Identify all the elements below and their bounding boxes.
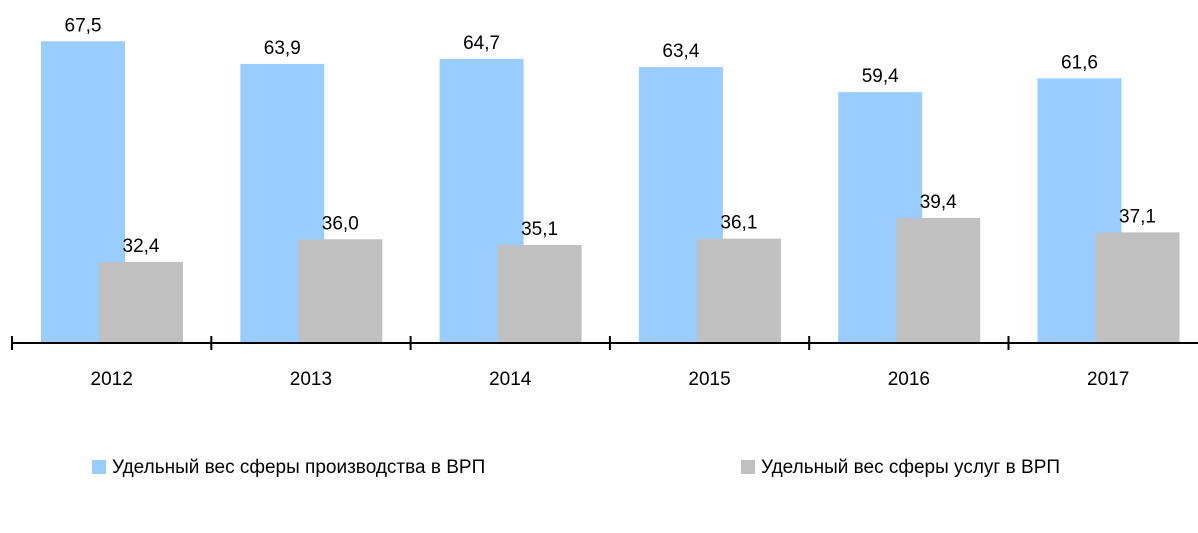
legend-label: Удельный вес сферы услуг в ВРП <box>761 457 1060 478</box>
bar <box>99 261 183 343</box>
x-tick-label: 2012 <box>91 369 133 390</box>
data-label: 61,6 <box>1061 52 1098 73</box>
x-tick-label: 2014 <box>489 369 532 390</box>
legend-swatch <box>741 460 755 474</box>
data-label: 64,7 <box>463 33 500 54</box>
x-tick-label: 2015 <box>688 369 730 390</box>
data-label: 32,4 <box>123 236 160 257</box>
bar <box>896 217 981 343</box>
bar <box>497 244 582 343</box>
data-label: 35,1 <box>521 219 558 240</box>
x-tick-label: 2017 <box>1087 369 1129 390</box>
bar <box>298 239 383 343</box>
data-label: 36,1 <box>720 213 757 234</box>
data-label: 36,0 <box>322 213 359 234</box>
data-label: 59,4 <box>862 66 899 87</box>
x-tick-label: 2013 <box>290 369 332 390</box>
x-tick-label: 2016 <box>888 369 930 390</box>
data-label: 39,4 <box>920 192 957 213</box>
bar <box>696 238 781 343</box>
data-label: 67,5 <box>65 15 102 36</box>
legend-label: Удельный вес сферы производства в ВРП <box>112 457 485 478</box>
data-label: 63,4 <box>662 41 699 62</box>
data-label: 63,9 <box>264 38 301 59</box>
data-label: 37,1 <box>1119 206 1156 227</box>
legend-swatch <box>92 460 106 474</box>
bar <box>1095 232 1180 343</box>
